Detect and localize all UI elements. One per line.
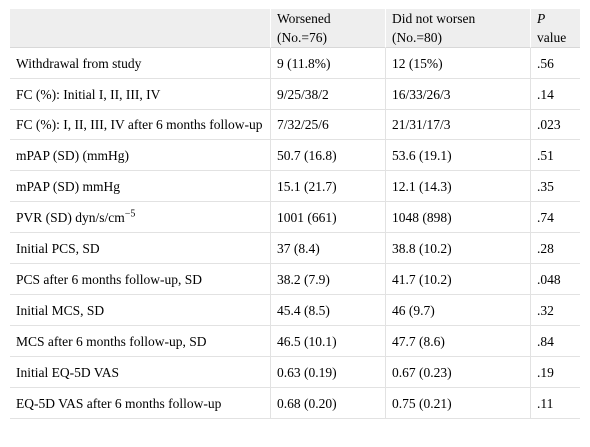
table-row: PCS after 6 months follow-up, SD 38.2 (7…	[10, 264, 580, 295]
table-row: Initial EQ-5D VAS 0.63 (0.19) 0.67 (0.23…	[10, 357, 580, 388]
cell-worsened: 9/25/38/2	[270, 79, 385, 110]
cell-p-value: .19	[530, 357, 580, 388]
header-did-not-worsen-count: (No.=80)	[392, 30, 442, 45]
table-row: mPAP (SD) (mmHg) 50.7 (16.8) 53.6 (19.1)…	[10, 140, 580, 171]
cell-p-value: .84	[530, 326, 580, 357]
table-row: Initial PCS, SD 37 (8.4) 38.8 (10.2) .28	[10, 233, 580, 264]
cell-did-not-worsen: 16/33/26/3	[385, 79, 530, 110]
cell-worsened: 15.1 (21.7)	[270, 171, 385, 202]
table-row: FC (%): I, II, III, IV after 6 months fo…	[10, 110, 580, 140]
cell-p-value: .048	[530, 264, 580, 295]
cell-p-value: .32	[530, 295, 580, 326]
cell-did-not-worsen: 46 (9.7)	[385, 295, 530, 326]
table-row: PVR (SD) dyn/s/cm−5 1001 (661) 1048 (898…	[10, 202, 580, 233]
cell-p-value: .11	[530, 388, 580, 419]
row-label: MCS after 6 months follow-up, SD	[10, 326, 270, 357]
header-did-not-worsen-label: Did not worsen	[392, 11, 476, 26]
header-p-letter: P	[537, 11, 546, 26]
cell-did-not-worsen: 1048 (898)	[385, 202, 530, 233]
cell-p-value: .14	[530, 79, 580, 110]
row-label: PCS after 6 months follow-up, SD	[10, 264, 270, 295]
cell-worsened: 0.63 (0.19)	[270, 357, 385, 388]
cell-p-value: .51	[530, 140, 580, 171]
row-label-text: PVR (SD) dyn/s/cm	[16, 210, 125, 225]
header-p-value: P value	[530, 9, 580, 48]
table-row: Initial MCS, SD 45.4 (8.5) 46 (9.7) .32	[10, 295, 580, 326]
table-row: Withdrawal from study 9 (11.8%) 12 (15%)…	[10, 48, 580, 79]
header-p-value-label: value	[537, 30, 567, 45]
cell-worsened: 46.5 (10.1)	[270, 326, 385, 357]
cell-worsened: 37 (8.4)	[270, 233, 385, 264]
cell-worsened: 45.4 (8.5)	[270, 295, 385, 326]
cell-p-value: .35	[530, 171, 580, 202]
header-variable	[10, 9, 270, 48]
cell-worsened: 38.2 (7.9)	[270, 264, 385, 295]
header-worsened: Worsened (No.=76)	[270, 9, 385, 48]
comparison-table: Worsened (No.=76) Did not worsen (No.=80…	[10, 9, 580, 419]
cell-worsened: 0.68 (0.20)	[270, 388, 385, 419]
row-label: Withdrawal from study	[10, 48, 270, 79]
cell-did-not-worsen: 0.67 (0.23)	[385, 357, 530, 388]
cell-did-not-worsen: 12 (15%)	[385, 48, 530, 79]
row-label: mPAP (SD) mmHg	[10, 171, 270, 202]
table-row: MCS after 6 months follow-up, SD 46.5 (1…	[10, 326, 580, 357]
header-worsened-count: (No.=76)	[277, 30, 327, 45]
cell-did-not-worsen: 47.7 (8.6)	[385, 326, 530, 357]
cell-worsened: 50.7 (16.8)	[270, 140, 385, 171]
cell-did-not-worsen: 12.1 (14.3)	[385, 171, 530, 202]
cell-worsened: 1001 (661)	[270, 202, 385, 233]
cell-worsened: 9 (11.8%)	[270, 48, 385, 79]
cell-p-value: .023	[530, 110, 580, 140]
cell-did-not-worsen: 41.7 (10.2)	[385, 264, 530, 295]
row-label: PVR (SD) dyn/s/cm−5	[10, 202, 270, 233]
row-label: FC (%): Initial I, II, III, IV	[10, 79, 270, 110]
table-row: EQ-5D VAS after 6 months follow-up 0.68 …	[10, 388, 580, 419]
row-label: FC (%): I, II, III, IV after 6 months fo…	[10, 110, 270, 140]
row-label: mPAP (SD) (mmHg)	[10, 140, 270, 171]
row-label: Initial MCS, SD	[10, 295, 270, 326]
cell-p-value: .28	[530, 233, 580, 264]
header-worsened-label: Worsened	[277, 11, 331, 26]
cell-worsened: 7/32/25/6	[270, 110, 385, 140]
cell-did-not-worsen: 53.6 (19.1)	[385, 140, 530, 171]
header-row: Worsened (No.=76) Did not worsen (No.=80…	[10, 9, 580, 48]
cell-p-value: .56	[530, 48, 580, 79]
table-row: mPAP (SD) mmHg 15.1 (21.7) 12.1 (14.3) .…	[10, 171, 580, 202]
row-label: Initial PCS, SD	[10, 233, 270, 264]
cell-did-not-worsen: 0.75 (0.21)	[385, 388, 530, 419]
cell-p-value: .74	[530, 202, 580, 233]
header-did-not-worsen: Did not worsen (No.=80)	[385, 9, 530, 48]
cell-did-not-worsen: 21/31/17/3	[385, 110, 530, 140]
row-label-superscript: −5	[124, 208, 136, 220]
table-row: FC (%): Initial I, II, III, IV 9/25/38/2…	[10, 79, 580, 110]
row-label: Initial EQ-5D VAS	[10, 357, 270, 388]
row-label: EQ-5D VAS after 6 months follow-up	[10, 388, 270, 419]
cell-did-not-worsen: 38.8 (10.2)	[385, 233, 530, 264]
